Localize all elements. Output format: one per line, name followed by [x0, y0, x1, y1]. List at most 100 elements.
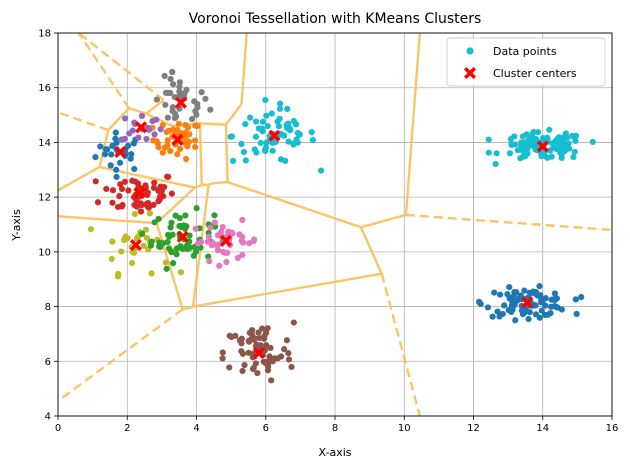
- data-point: [115, 203, 122, 211]
- data-point: [87, 226, 94, 233]
- y-tick-label: 12: [38, 193, 51, 204]
- data-point: [238, 140, 245, 147]
- data-point: [175, 120, 182, 127]
- data-point: [150, 184, 158, 191]
- data-point: [164, 137, 171, 144]
- data-point: [192, 143, 199, 151]
- voronoi-edge: [107, 107, 130, 131]
- legend-cluster-centers-marker: [464, 67, 476, 79]
- data-point: [246, 114, 254, 121]
- voronoi-edge: [405, 213, 613, 232]
- data-point: [258, 125, 266, 132]
- data-point: [159, 149, 166, 156]
- data-point: [571, 148, 578, 155]
- data-point: [129, 259, 136, 267]
- data-point: [188, 115, 196, 123]
- data-point: [192, 122, 199, 129]
- data-point: [182, 155, 190, 163]
- data-point: [182, 212, 189, 219]
- data-point: [234, 254, 241, 262]
- data-point: [542, 302, 549, 309]
- data-point: [167, 224, 174, 231]
- data-point: [497, 291, 504, 298]
- data-point: [276, 105, 284, 112]
- data-point: [108, 255, 115, 262]
- data-point: [219, 355, 226, 362]
- data-point: [263, 112, 270, 119]
- data-point: [216, 262, 223, 269]
- data-point: [220, 248, 227, 256]
- y-tick-label: 6: [45, 357, 51, 368]
- data-point: [157, 126, 164, 133]
- voronoi-edge: [57, 166, 101, 192]
- data-point: [538, 295, 545, 302]
- data-point: [230, 157, 237, 164]
- data-point: [145, 204, 152, 211]
- data-point: [554, 304, 561, 311]
- data-point: [164, 173, 171, 180]
- legend: Data points Cluster centers: [446, 37, 606, 87]
- data-point: [185, 138, 193, 146]
- data-point: [180, 222, 187, 229]
- data-point: [94, 199, 102, 206]
- data-point: [262, 96, 269, 104]
- data-point: [246, 338, 253, 345]
- data-point: [173, 251, 180, 258]
- data-point: [194, 240, 202, 247]
- data-point: [264, 122, 271, 130]
- data-point: [153, 96, 160, 103]
- voronoi-edge: [145, 99, 165, 115]
- data-points: [87, 68, 596, 384]
- data-point: [131, 165, 138, 173]
- data-point: [517, 155, 524, 162]
- data-point: [162, 259, 169, 266]
- data-point: [151, 131, 158, 138]
- data-point: [167, 75, 174, 83]
- data-point: [562, 130, 569, 137]
- data-point: [112, 129, 119, 136]
- data-point: [507, 135, 515, 143]
- y-tick-label: 18: [38, 29, 51, 40]
- data-point: [251, 146, 258, 153]
- data-point: [506, 307, 513, 314]
- voronoi-edge: [78, 32, 165, 101]
- data-point: [164, 89, 172, 97]
- data-point: [259, 325, 266, 332]
- data-point: [208, 242, 215, 249]
- data-point: [548, 153, 555, 160]
- data-point: [166, 233, 173, 240]
- y-tick-label: 8: [45, 302, 51, 313]
- y-tick-label: 4: [45, 412, 51, 423]
- data-point: [130, 249, 138, 256]
- data-point: [164, 114, 171, 121]
- data-point: [148, 270, 155, 277]
- data-point: [257, 139, 264, 147]
- chart-title: Voronoi Tessellation with KMeans Cluster…: [189, 11, 482, 27]
- data-point: [164, 238, 171, 246]
- x-tick-label: 14: [536, 423, 549, 434]
- data-point: [259, 118, 267, 125]
- data-point: [176, 214, 183, 222]
- data-point: [153, 116, 160, 123]
- data-point: [491, 289, 498, 296]
- data-point: [485, 136, 492, 143]
- x-tick-label: 4: [193, 423, 199, 434]
- data-point: [309, 137, 316, 144]
- data-point: [521, 287, 528, 294]
- data-point: [242, 157, 249, 164]
- data-point: [142, 226, 149, 233]
- voronoi-edge: [57, 111, 109, 132]
- data-point: [211, 212, 218, 219]
- data-point: [570, 133, 577, 140]
- data-point: [266, 353, 273, 360]
- data-point: [161, 72, 168, 80]
- data-point: [109, 199, 116, 206]
- data-point: [248, 331, 256, 338]
- data-point: [226, 364, 233, 371]
- data-point: [475, 298, 483, 305]
- data-point: [112, 135, 119, 142]
- data-point: [262, 342, 270, 349]
- data-point: [144, 124, 151, 131]
- voronoi-edge: [211, 180, 228, 185]
- cluster-center-marker: [133, 187, 146, 200]
